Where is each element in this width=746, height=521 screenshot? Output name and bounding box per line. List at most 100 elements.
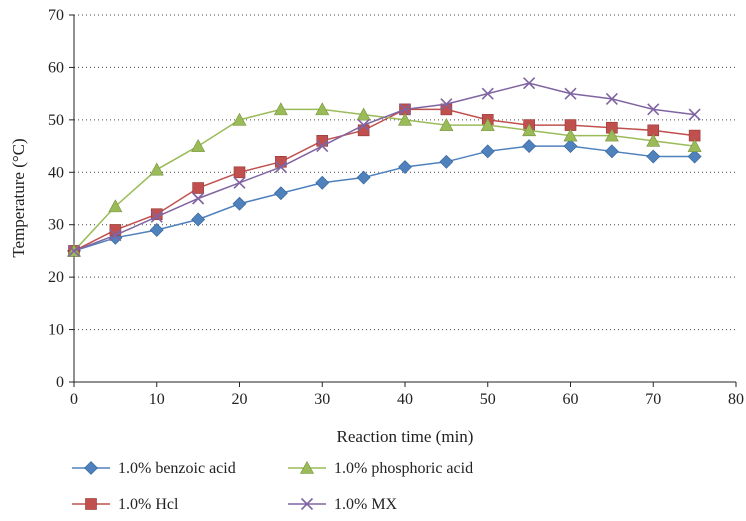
y-tick-label: 60 <box>48 59 64 76</box>
marker-x-stroke <box>481 87 494 100</box>
data-point <box>688 108 701 121</box>
y-tick-label: 40 <box>48 164 64 181</box>
data-point <box>315 175 330 190</box>
data-point <box>273 102 288 116</box>
marker-x-stroke <box>605 92 618 105</box>
y-tick-label: 50 <box>48 112 64 129</box>
data-point <box>192 182 204 194</box>
legend-marker <box>85 498 97 510</box>
marker-x-stroke <box>316 140 329 153</box>
legend-marker <box>299 460 315 474</box>
legend-marker <box>84 461 98 475</box>
series-line <box>73 82 695 252</box>
x-tick-label: 0 <box>70 391 78 408</box>
marker-x-stroke <box>357 119 370 132</box>
legend-item: 1.0% benzoic acid <box>72 460 236 477</box>
data-point <box>356 107 371 121</box>
data-point <box>647 103 660 116</box>
series-3 <box>67 77 701 257</box>
data-point <box>523 77 536 90</box>
series-1 <box>68 103 701 257</box>
data-point <box>315 102 330 116</box>
data-point <box>440 98 453 111</box>
data-point <box>687 138 702 152</box>
marker-x-stroke <box>109 229 122 242</box>
legend-marker <box>300 497 314 511</box>
marker-x-stroke <box>398 103 412 116</box>
data-point <box>398 103 412 116</box>
legend-label: 1.0% benzoic acid <box>118 460 236 477</box>
x-tick-label: 60 <box>563 391 579 408</box>
data-point <box>150 210 163 223</box>
data-point <box>397 112 413 126</box>
x-tick-label: 30 <box>314 391 330 408</box>
y-tick-label: 20 <box>48 269 64 286</box>
marker-x-stroke <box>440 98 453 111</box>
data-point <box>233 166 246 179</box>
data-point <box>108 199 123 213</box>
y-tick-label: 70 <box>48 7 64 24</box>
x-tick-label: 10 <box>149 391 165 408</box>
series-line <box>73 145 695 252</box>
y-tick-label: 10 <box>48 322 64 339</box>
marker-x-stroke <box>233 176 246 189</box>
data-point <box>480 117 495 131</box>
series-line <box>73 108 695 252</box>
data-point <box>646 149 661 164</box>
legend-label: 1.0% Hcl <box>118 496 179 513</box>
data-point <box>357 119 370 132</box>
y-tick-label: 0 <box>56 374 64 391</box>
marker-x-stroke <box>67 244 81 257</box>
data-point <box>604 128 619 142</box>
data-point <box>563 128 578 142</box>
data-point <box>149 223 164 237</box>
marker-x-stroke <box>150 210 163 223</box>
data-point <box>191 138 206 152</box>
legend-label: 1.0% MX <box>334 496 398 513</box>
data-point <box>273 186 288 201</box>
data-point <box>316 140 329 153</box>
data-point <box>192 192 205 205</box>
data-point <box>109 229 122 242</box>
data-point <box>398 160 412 174</box>
data-point <box>439 117 454 131</box>
data-point <box>232 112 247 126</box>
marker-x-stroke <box>647 103 660 116</box>
data-point <box>563 139 578 153</box>
data-point <box>481 87 494 100</box>
x-tick-label: 80 <box>728 391 744 408</box>
legend-item: 1.0% Hcl <box>72 496 179 513</box>
marker-x-stroke <box>564 87 577 100</box>
marker-x-stroke <box>274 160 287 174</box>
data-point <box>356 170 371 185</box>
data-point <box>687 149 702 164</box>
data-point <box>439 154 454 169</box>
marker-x-stroke <box>523 77 536 90</box>
x-axis-title: Reaction time (min) <box>337 427 474 446</box>
data-point <box>604 144 619 159</box>
data-point <box>232 196 247 211</box>
data-point <box>67 244 81 257</box>
data-point <box>274 160 287 174</box>
data-point <box>440 103 453 116</box>
legend-label: 1.0% phosphoric acid <box>334 460 473 477</box>
data-point <box>191 212 206 227</box>
data-point <box>605 92 618 105</box>
marker-x-stroke <box>300 497 314 511</box>
x-tick-label: 20 <box>232 391 248 408</box>
data-point <box>522 123 537 137</box>
y-tick-label: 30 <box>48 217 64 234</box>
x-tick-label: 70 <box>645 391 661 408</box>
marker-x-stroke <box>688 108 701 121</box>
series-layer <box>66 77 702 258</box>
legend-item: 1.0% MX <box>288 496 398 513</box>
y-axis-title: Temperature (°C) <box>9 138 28 257</box>
marker-x-stroke <box>192 192 205 205</box>
series-0 <box>67 139 702 258</box>
legend-item: 1.0% phosphoric acid <box>288 460 473 477</box>
legend: 1.0% benzoic acid 1.0% Hcl 1.0% phosphoric… <box>72 460 473 513</box>
data-point <box>480 144 495 159</box>
x-tick-label: 40 <box>397 391 413 408</box>
axes: 0 10 20 30 40 50 60 70 0 10 20 30 40 50 60 70 80 <box>48 7 744 408</box>
